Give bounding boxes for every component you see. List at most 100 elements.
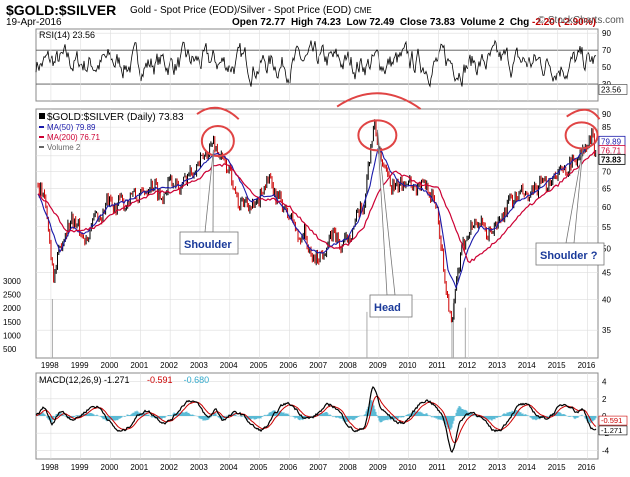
low-value: 72.49	[369, 17, 395, 28]
head-arc	[336, 92, 422, 110]
chg-value: -2.20 (-2.90%)	[532, 17, 596, 28]
price-value-tag	[598, 153, 626, 165]
chart-header: $GOLD:$SILVER Gold - Spot Price (EOD)/Si…	[6, 2, 624, 28]
head-callout-box	[369, 294, 413, 318]
price-x-tick-label: 2009	[369, 361, 387, 370]
open-label: Open	[232, 17, 258, 28]
macd-tick-label: 2	[602, 395, 607, 404]
price-x-tick-label: 2011	[428, 361, 446, 370]
macd-x-tick-label: 2002	[160, 463, 178, 472]
price-tick-label: 65	[602, 185, 611, 194]
price-value-tag-label: 73.83	[601, 155, 622, 164]
shoulder-right-callout-text: Shoulder ?	[540, 250, 598, 262]
ma200-line	[37, 151, 597, 264]
ma50-line	[37, 141, 597, 290]
shoulder-left-callout-text: Shoulder	[184, 239, 232, 251]
volume-value: 2	[498, 17, 505, 28]
rsi-panel-frame	[35, 28, 599, 102]
rsi-legend: RSI(14) 23.56	[39, 30, 95, 40]
open-value: 72.77	[260, 17, 286, 28]
left-shoulder-arc	[196, 106, 240, 120]
macd-value-tag	[598, 415, 628, 426]
price-x-tick-label: 2007	[309, 361, 327, 370]
symbol-description: Gold - Spot Price (EOD)/Silver - Spot Pr…	[130, 5, 372, 16]
macd-x-tick-label: 2005	[250, 463, 268, 472]
macd-x-tick-label: 1998	[41, 463, 59, 472]
price-x-tick-label: 2012	[458, 361, 476, 370]
price-x-tick-label: 2014	[518, 361, 536, 370]
rsi-line	[35, 39, 597, 88]
symbol-title: $GOLD:$SILVER	[6, 2, 117, 18]
price-tick-label: 70	[602, 168, 611, 177]
macd-x-tick-label: 2008	[339, 463, 357, 472]
price-value-tag-label: 79.89	[601, 137, 622, 146]
macd-tick-label: 4	[602, 378, 607, 387]
price-x-tick-label: 2013	[488, 361, 506, 370]
macd-x-tick-label: 2013	[488, 463, 506, 472]
price-x-tick-label: 2005	[250, 361, 268, 370]
volume-tick-label: 2500	[3, 291, 21, 300]
rsi-tick-label: 70	[602, 46, 611, 55]
macd-legend-entry: MACD(12,26,9) -1.271	[39, 375, 130, 385]
stockcharts-logo: © StockCharts.com	[537, 15, 624, 26]
left-shoulder-circle	[200, 124, 235, 157]
price-value-tag-label: 76.71	[601, 147, 622, 156]
high-label: High	[290, 17, 314, 28]
macd-x-tick-label: 2004	[220, 463, 238, 472]
price-tick-label: 35	[602, 326, 611, 335]
macd-legend-entry: -0.680	[184, 375, 210, 385]
macd-legend-entry: -0.591	[147, 375, 173, 385]
head-circle	[357, 119, 398, 152]
shoulder-right-callout-box	[535, 242, 605, 266]
price-x-tick-label: 1998	[41, 361, 59, 370]
volume-tick-label: 1500	[3, 318, 21, 327]
price-tick-label: 40	[602, 296, 611, 305]
price-x-tick-label: 2002	[160, 361, 178, 370]
macd-x-tick-label: 2015	[548, 463, 566, 472]
rsi-tick-label: 90	[602, 29, 611, 38]
volume-tick-label: 3000	[3, 277, 21, 286]
macd-x-tick-label: 2006	[279, 463, 297, 472]
price-x-tick-label: 2004	[220, 361, 238, 370]
price-x-tick-label: 2010	[399, 361, 417, 370]
price-x-tick-label: 2015	[548, 361, 566, 370]
chg-label: Chg	[509, 17, 530, 28]
description-text: Gold - Spot Price (EOD)/Silver - Spot Pr…	[130, 5, 352, 16]
right-shoulder-circle	[564, 121, 599, 150]
price-legend-entry: Volume 2	[47, 143, 81, 152]
price-tick-label: 55	[602, 223, 611, 232]
price-x-tick-label: 2001	[130, 361, 148, 370]
price-tick-label: 60	[602, 203, 611, 212]
price-legend-entry: MA(200) 76.71	[47, 133, 100, 142]
macd-x-tick-label: 2010	[399, 463, 417, 472]
macd-x-tick-label: 2011	[428, 463, 446, 472]
legend-swatch	[39, 113, 45, 119]
chart-date: 19-Apr-2016	[6, 17, 62, 28]
price-x-tick-label: 2008	[339, 361, 357, 370]
rsi-tick-label: 50	[602, 63, 611, 72]
low-label: Low	[346, 17, 367, 28]
price-x-tick-label: 2000	[101, 361, 119, 370]
macd-x-tick-label: 1999	[71, 463, 89, 472]
price-tick-label: 85	[602, 123, 611, 132]
price-x-tick-label: 2003	[190, 361, 208, 370]
close-value: 73.83	[429, 17, 455, 28]
price-legend-entry: $GOLD:$SILVER (Daily) 73.83	[47, 112, 184, 123]
macd-x-tick-label: 2000	[101, 463, 119, 472]
macd-signal-line	[35, 395, 597, 444]
high-value: 74.23	[315, 17, 341, 28]
macd-value-tag-label: -0.591	[601, 416, 622, 425]
macd-x-tick-label: 2016	[578, 463, 596, 472]
macd-value-tag	[598, 425, 628, 436]
macd-line	[35, 385, 597, 454]
exchange-label: CME	[353, 6, 372, 15]
volume-label: Volume	[460, 17, 496, 28]
price-x-tick-label: 2006	[279, 361, 297, 370]
macd-x-tick-label: 2007	[309, 463, 327, 472]
price-panel-frame	[35, 108, 599, 359]
ohlc-readout: Open 72.77 High 74.23 Low 72.49 Close 73…	[232, 17, 596, 28]
right-shoulder-arc	[566, 108, 601, 120]
rsi-value-label: 23.56	[601, 86, 622, 95]
price-x-tick-label: 1999	[71, 361, 89, 370]
